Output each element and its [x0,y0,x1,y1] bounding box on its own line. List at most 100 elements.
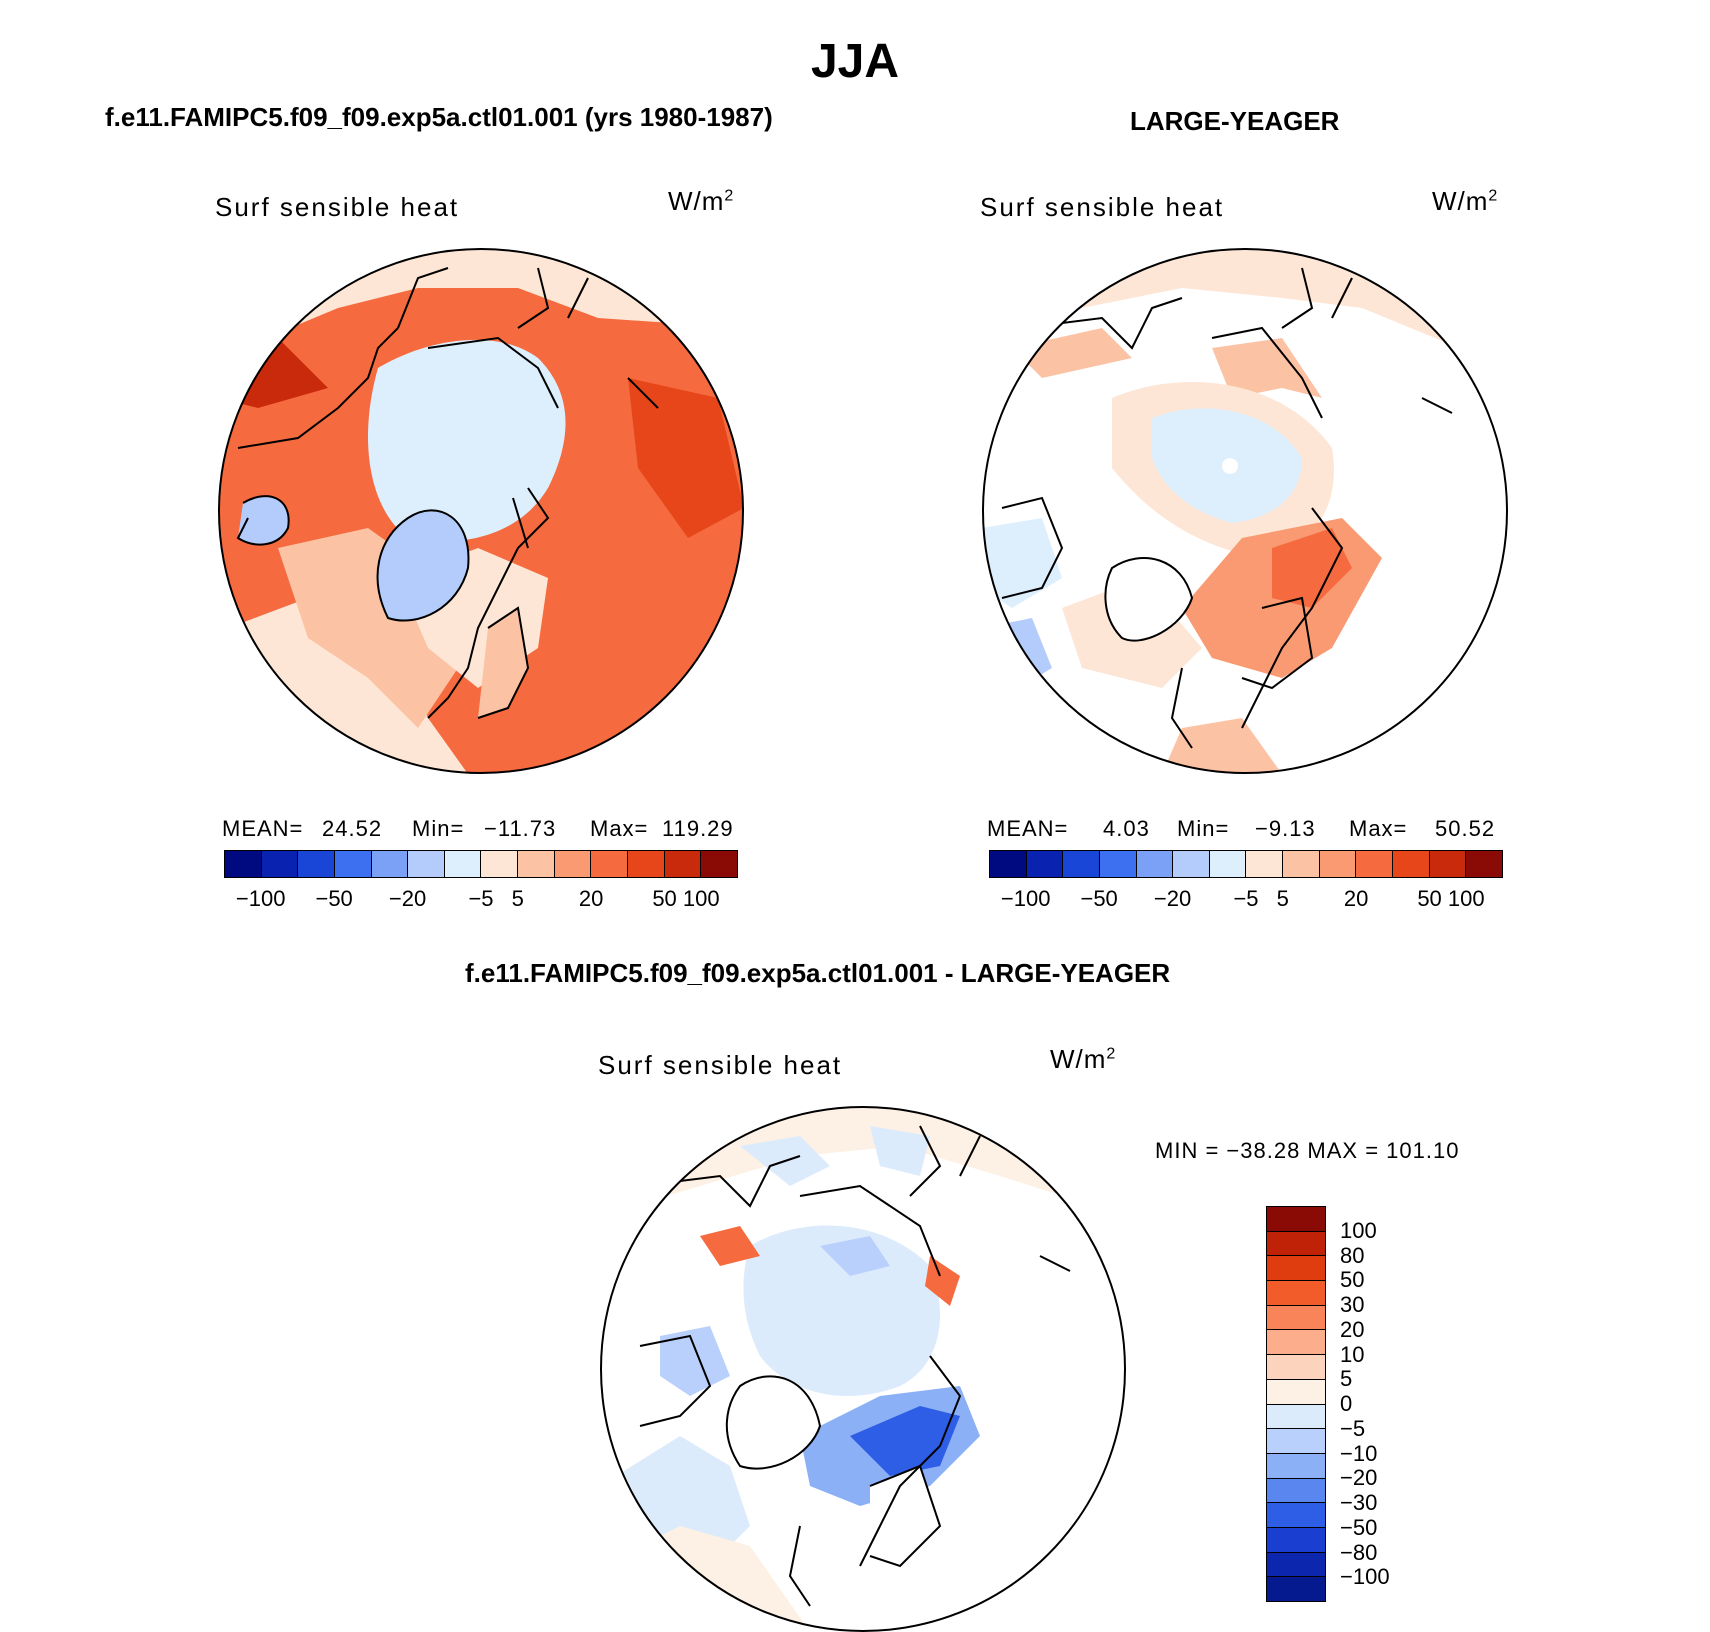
panel-3-colorbar-tick-label: −80 [1340,1539,1378,1565]
panel-3-colorbar-tick-label: 100 [1340,1217,1377,1243]
panel-3-colorbar-tick-label: −5 [1340,1415,1366,1441]
panel-3-colorbar-swatch [1267,1404,1325,1430]
panel-3-variable-label: Surf sensible heat [598,1050,843,1080]
panel-3-colorbar-swatch [1267,1429,1325,1454]
panel-3-colorbar-tick-label: −50 [1340,1514,1378,1540]
panel-1-max-label: Max= [590,816,649,841]
panel-1-units: W/m2 [668,186,735,216]
panel-1-map-boundary [218,248,744,774]
panel-1-colorbar-tick-label: 100 [682,886,720,911]
panel-1-colorbar-tick-label: −100 [235,886,286,911]
panel-1-colorbar-tick-label: −20 [388,886,427,911]
panel-2-colorbar [989,850,1503,878]
panel-2-max-value: 50.52 [1435,816,1496,841]
panel-2-colorbar-swatch [990,851,1027,877]
panel-2-colorbar-tick-label: −5 [1233,886,1259,911]
panel-3-colorbar-tick-label: 10 [1340,1341,1365,1367]
panel-3-greenland [726,1376,820,1469]
panel-1-mean-label: MEAN= [222,816,304,841]
panel-1-colorbar-tick-label: 20 [578,886,604,911]
panel-2-colorbar-swatch [1136,851,1174,877]
panel-3-colorbar-swatch [1267,1355,1325,1380]
panel-1-colorbar-swatch [554,851,592,877]
panel-3-coastlines [639,1125,1071,1607]
panel-1-colorbar-swatch [591,851,629,877]
panel-1-colorbar-swatch [518,851,555,877]
main-title: JJA [810,35,900,88]
panel-1-colorbar-swatch [444,851,482,877]
panel-2-colorbar-swatch [1356,851,1394,877]
panel-1-greenland [377,510,469,621]
panel-2-mean-value: 4.03 [1103,816,1150,841]
panel-1-hudson-bay [238,496,289,545]
panel-3-colorbar-swatch [1267,1379,1325,1405]
panel-3-colorbar-swatch [1267,1207,1325,1232]
panel-1-mean-value: 24.52 [322,816,383,841]
panel-1-colorbar-swatch [701,851,737,877]
panel-3-colorbar-swatch [1267,1305,1325,1331]
panel-3-colorbar-swatch [1267,1552,1325,1578]
panel-2-warm-anomaly [1272,528,1352,608]
panel-1-colorbar-swatch [225,851,262,877]
panel-3-units: W/m2 [1050,1044,1117,1074]
panel-2-colorbar-tick-label: −20 [1153,886,1192,911]
panel-3-colorbar-tick-label: −10 [1340,1440,1378,1466]
panel-2-colorbar-tick-label: 100 [1447,886,1485,911]
panel-2-map-boundary [982,248,1508,774]
panel-1-colorbar-tick-label: −5 [468,886,494,911]
panel-3-colorbar-tick-label: 5 [1340,1366,1353,1392]
panel-3-colorbar-swatch [1267,1503,1325,1528]
panel-1-colorbar-swatch [371,851,409,877]
panel-3-colorbar-tick-label: −20 [1340,1465,1378,1491]
panel-3-polar-map [600,1106,1126,1632]
panel-2-mean-label: MEAN= [987,816,1069,841]
panel-2-colorbar-swatch [1209,851,1247,877]
panel-1-colorbar-swatch [408,851,445,877]
panel-3-colorbar-ticks: 100 80 50 30 20 10 5 0 −5 −10 −20 −30 −50 −80 −100 [1340,1206,1420,1602]
panel-3-colorbar-tick-label: 20 [1340,1316,1365,1342]
panel-1-colorbar-swatch [261,851,299,877]
panel-1-colorbar-tick-label: −50 [315,886,353,911]
panel-3-colorbar-swatch [1267,1231,1325,1257]
panel-3-colorbar-tick-label: 50 [1340,1267,1365,1293]
panel-2-colorbar-swatch [1429,851,1467,877]
panel-1-colorbar-swatch [298,851,335,877]
panel-2-colorbar-swatch [1246,851,1284,877]
panel-1-arctic-ocean [368,339,566,542]
panel-2-colorbar-swatch [1173,851,1210,877]
panel-2-min-value: −9.13 [1255,816,1316,841]
panel-2-colorbar-swatch [1099,851,1137,877]
panel-1-colorbar-ticks: −100 −50 −20 −5 5 20 50 100 [224,886,738,912]
panel-2-colorbar-swatch [1466,851,1502,877]
panel-3-colorbar-tick-label: 30 [1340,1292,1365,1317]
panel-2-units: W/m2 [1432,186,1499,216]
panel-3-colorbar-swatch [1267,1478,1325,1504]
panel-1-max-value: 119.29 [662,816,734,841]
panel-1-colorbar-swatch [664,851,702,877]
panel-1-title: f.e11.FAMIPC5.f09_f09.exp5a.ctl01.001 (y… [105,102,773,132]
panel-1-colorbar-swatch [334,851,372,877]
panel-2-coastlines [1001,267,1453,749]
panel-2-min-label: Min= [1177,816,1230,841]
panel-2-colorbar-tick-label: 50 [1417,886,1442,911]
panel-1-colorbar [224,850,738,878]
panel-1-variable-label: Surf sensible heat [215,192,460,222]
panel-3-colorbar-swatch [1267,1453,1325,1479]
panel-2-colorbar-swatch [1393,851,1430,877]
panel-3-colorbar-swatch [1267,1527,1325,1553]
panel-3-cold-anomaly [850,1406,960,1476]
panel-2-polar-map [982,248,1508,774]
panel-2-greenland [1105,558,1192,641]
panel-1-colorbar-tick-label: 50 [652,886,677,911]
panel-3-min-max: MIN = −38.28 MAX = 101.10 [1155,1138,1460,1163]
panel-3-colorbar-tick-label: −100 [1340,1564,1390,1590]
panel-2-colorbar-tick-label: 20 [1343,886,1369,911]
panel-1-stats: MEAN= 24.52 Min= −11.73 Max= 119.29 [222,816,742,842]
panel-2-colorbar-ticks: −100 −50 −20 −5 5 20 50 100 [989,886,1503,912]
panel-3-arctic-ocean [743,1225,940,1396]
panel-2-colorbar-swatch [1283,851,1320,877]
panel-3-title: f.e11.FAMIPC5.f09_f09.exp5a.ctl01.001 - … [465,958,1171,988]
panel-2-colorbar-tick-label: 5 [1276,886,1289,911]
panel-1-coastlines [236,267,659,719]
panel-2-variable-label: Surf sensible heat [980,192,1225,222]
